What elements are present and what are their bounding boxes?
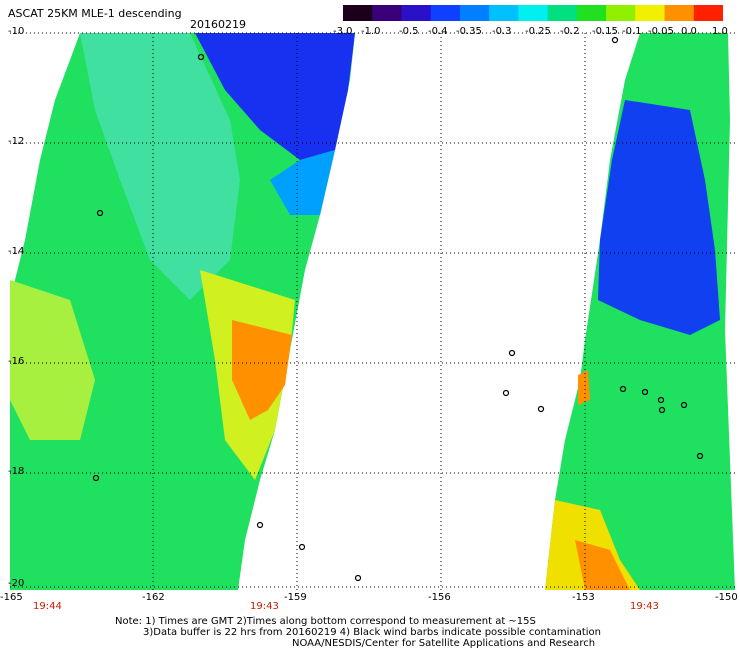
island-outline [96, 209, 104, 217]
colorbar-swatch [606, 5, 636, 21]
colorbar-tick-label: 1.0 [712, 26, 728, 37]
island-outline [502, 389, 510, 397]
colorbar-tick-label: 0.0 [681, 26, 697, 37]
colorbar-swatch [430, 5, 461, 21]
colorbar-tick-label: -0.1 [622, 26, 642, 37]
colorbar-swatch [576, 5, 607, 21]
colorbar-swatch [635, 5, 666, 21]
island-outline [657, 396, 665, 404]
y-tick-label: -16 [8, 356, 25, 367]
colorbar-tick-label: -0.35 [456, 26, 482, 37]
note-line-2: 3)Data buffer is 22 hrs from 20160219 4)… [143, 627, 601, 638]
colorbar-swatch [459, 5, 490, 21]
x-tick-label: -150 [715, 592, 738, 603]
swath-region [232, 320, 292, 420]
colorbar-tick-label: -0.5 [399, 26, 419, 37]
note-line-3: NOAA/NESDIS/Center for Satellite Applica… [292, 638, 596, 649]
colorbar-swatch [664, 5, 695, 21]
chart-title: ASCAT 25KM MLE-1 descending [8, 7, 182, 20]
island-outline [641, 388, 649, 396]
colorbar-swatch [343, 5, 373, 21]
island-outline [298, 543, 306, 551]
colorbar-tick-label: -0.4 [428, 26, 448, 37]
swath-region [575, 540, 630, 590]
colorbar-tick-label: -3.0 [333, 26, 353, 37]
colorbar [343, 5, 723, 21]
x-tick-label: -162 [142, 592, 165, 603]
y-tick-label: -10 [8, 26, 25, 37]
colorbar-tick-label: -0.25 [525, 26, 551, 37]
x-tick-label: -165 [0, 592, 23, 603]
colorbar-tick-label: -1.0 [361, 26, 381, 37]
x-tick-label: -156 [428, 592, 451, 603]
date-label: 20160219 [190, 18, 246, 31]
island-outline [508, 349, 516, 357]
y-tick-label: -12 [8, 136, 25, 147]
swath-region [270, 150, 335, 215]
swath-region [10, 33, 355, 590]
colorbar-swatch [489, 5, 519, 21]
island-outline [537, 405, 545, 413]
colorbar-tick-label: -0.3 [492, 26, 512, 37]
time-label: 19:44 [33, 601, 62, 612]
island-outline [658, 406, 666, 414]
island-outline [256, 521, 264, 529]
island-outline [696, 452, 704, 460]
note-line-1: Note: 1) Times are GMT 2)Times along bot… [115, 616, 536, 627]
colorbar-swatch [693, 5, 723, 21]
swath-region [578, 370, 590, 405]
swath-region [80, 33, 240, 300]
colorbar-swatch [401, 5, 432, 21]
colorbar-tick-label: -0.05 [648, 26, 674, 37]
island-outline [354, 574, 362, 582]
y-tick-label: -14 [8, 246, 25, 257]
x-tick-label: -159 [284, 592, 307, 603]
y-tick-label: -18 [8, 466, 25, 477]
colorbar-tick-label: -0.2 [560, 26, 580, 37]
island-outline [611, 36, 619, 44]
swath-region [598, 100, 720, 335]
island-outline [197, 53, 205, 61]
colorbar-swatch [372, 5, 402, 21]
swath-region [10, 280, 95, 440]
island-outline [619, 385, 627, 393]
colorbar-tick-label: -0.15 [592, 26, 618, 37]
island-outline [92, 474, 100, 482]
colorbar-swatch [547, 5, 578, 21]
x-tick-label: -153 [572, 592, 595, 603]
time-label: 19:43 [250, 601, 279, 612]
y-tick-label: -20 [8, 578, 25, 589]
colorbar-swatch [518, 5, 549, 21]
island-outline [680, 401, 688, 409]
time-label: 19:43 [630, 601, 659, 612]
swath-region [195, 33, 355, 160]
